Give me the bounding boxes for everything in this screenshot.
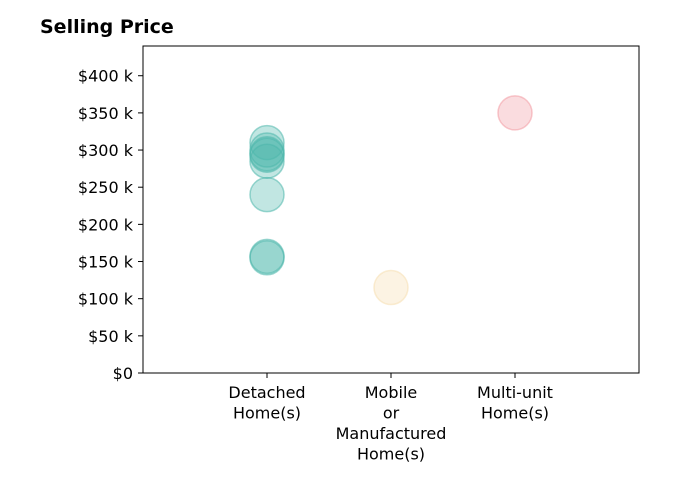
x-tick-label: Multi-unit Home(s)	[477, 383, 553, 423]
x-tick-label: Detached Home(s)	[228, 383, 305, 423]
y-tick-label: $100 k	[78, 290, 134, 309]
y-tick-label: $200 k	[78, 215, 134, 234]
y-tick-label: $150 k	[78, 253, 134, 272]
y-tick-label: $400 k	[78, 67, 134, 86]
y-tick-label: $50 k	[88, 327, 134, 346]
points-layer	[249, 95, 533, 306]
y-axis: $0 $50 k $100 k $150 k $200 k $250 k $300 k $35…	[78, 67, 143, 383]
data-point	[249, 143, 285, 179]
data-point	[249, 240, 285, 276]
y-tick-label: $350 k	[78, 104, 134, 123]
y-tick-label: $0	[113, 364, 133, 383]
chart-title: Selling Price	[40, 16, 174, 38]
plot-frame	[142, 45, 640, 374]
x-axis: Detached Home(s) Mobile or Manufactured Home(…	[228, 373, 553, 464]
data-point	[373, 269, 409, 306]
data-point	[249, 176, 285, 213]
data-point	[249, 124, 285, 161]
data-point	[497, 95, 533, 131]
y-tick-label: $250 k	[78, 178, 134, 197]
y-tick-label: $300 k	[78, 141, 134, 160]
x-tick-label: Mobile or Manufactured Home(s)	[336, 383, 447, 464]
